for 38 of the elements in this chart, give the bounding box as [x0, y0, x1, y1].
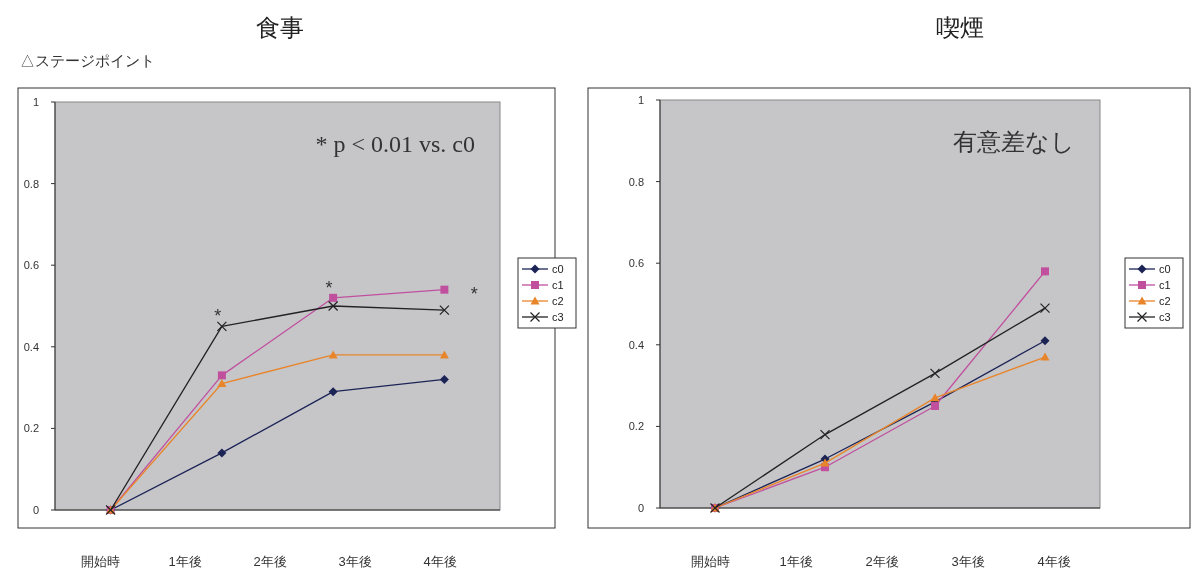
chart-title: 食事 [256, 14, 304, 41]
y-tick-label: 0.2 [628, 420, 644, 433]
y-tick-label: 0.6 [23, 259, 39, 272]
annotation: * [214, 306, 222, 327]
text: 3年後 [951, 554, 985, 569]
annotation: * p < 0.01 vs. c0 [315, 131, 475, 157]
y-tick-label: 0.4 [23, 340, 39, 353]
y-tick-label: 0.6 [628, 257, 644, 270]
chart-title: 喫煙 [936, 14, 984, 41]
text: 2年後 [865, 554, 899, 569]
text: 開始時 [690, 554, 730, 569]
legend-label: c0 [1159, 263, 1171, 275]
legend-label: c1 [1159, 279, 1171, 291]
legend-label: c3 [1159, 311, 1171, 323]
text: 開始時 [80, 554, 120, 569]
text: 4年後 [423, 554, 457, 569]
y-tick-label: 0.4 [628, 338, 644, 351]
legend-label: c2 [552, 295, 564, 307]
text: 2年後 [253, 554, 287, 569]
y-tick-label: 0 [637, 502, 644, 514]
y-tick-label: 1 [32, 96, 39, 108]
y-tick-label: 0 [32, 504, 39, 516]
legend-label: c3 [552, 311, 564, 323]
text: 4年後 [1037, 554, 1071, 569]
legend-label: c0 [552, 263, 564, 275]
annotation: * [470, 283, 478, 304]
legend-label: c1 [552, 279, 564, 291]
annotation: * [325, 277, 333, 298]
y-tick-label: 0.8 [628, 175, 644, 188]
y-tick-label: 0.2 [23, 422, 39, 435]
annotation: 有意差なし [953, 128, 1075, 155]
y-tick-label: 0.8 [23, 177, 39, 190]
legend-label: c2 [1159, 295, 1171, 307]
y-tick-label: 1 [637, 94, 644, 106]
text: 1年後 [779, 554, 813, 569]
y-axis-title: △ステージポイント [20, 52, 155, 69]
text: 3年後 [338, 554, 372, 569]
text: 1年後 [168, 554, 202, 569]
